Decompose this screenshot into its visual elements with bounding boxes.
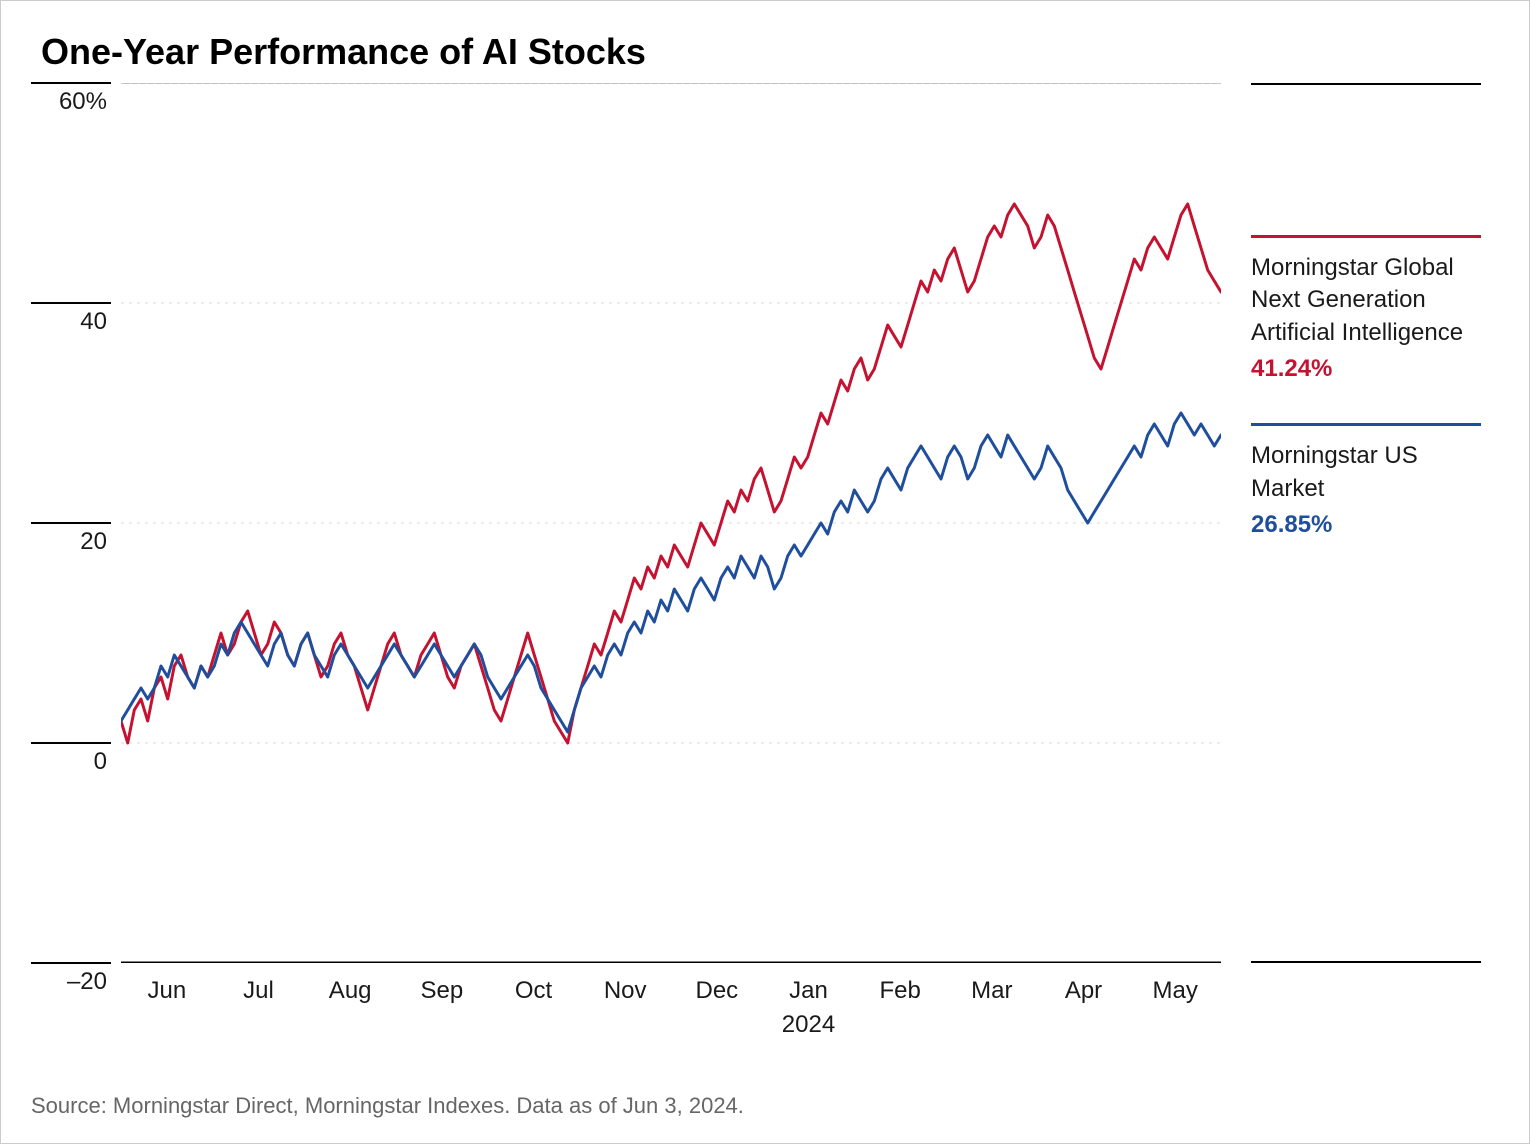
x-tick-label: Sep bbox=[420, 977, 463, 1005]
x-tick-label: Mar bbox=[971, 977, 1012, 1005]
y-tick-label: –20 bbox=[31, 968, 111, 996]
y-tick: 0 bbox=[31, 742, 111, 776]
y-tick: –20 bbox=[31, 962, 111, 996]
series-line-us_market bbox=[121, 413, 1221, 732]
legend-swatch bbox=[1251, 235, 1481, 238]
chart-container: One-Year Performance of AI Stocks –20020… bbox=[0, 0, 1530, 1144]
legend-label: Morningstar US Market bbox=[1251, 440, 1481, 505]
x-tick-label: Aug bbox=[329, 977, 372, 1005]
legend-entry: Morningstar Global Next Generation Artif… bbox=[1251, 235, 1481, 383]
legend-value: 26.85% bbox=[1251, 511, 1481, 539]
chart-source: Source: Morningstar Direct, Morningstar … bbox=[31, 1093, 744, 1119]
y-tick: 60% bbox=[31, 82, 111, 116]
legend-top-rule bbox=[1251, 83, 1481, 85]
y-tick-bar bbox=[31, 742, 111, 744]
legend-bottom-rule bbox=[1251, 961, 1481, 963]
plot-zone: –200204060% JunJulAugSepOctNovDecJan2024… bbox=[121, 83, 1499, 963]
series-line-ai_index bbox=[121, 204, 1221, 743]
y-tick-label: 40 bbox=[31, 308, 111, 336]
chart-title: One-Year Performance of AI Stocks bbox=[41, 31, 1499, 73]
y-tick-bar bbox=[31, 82, 111, 84]
line-chart-svg bbox=[121, 83, 1221, 963]
y-tick-label: 60% bbox=[31, 88, 111, 116]
legend-entry: Morningstar US Market 26.85% bbox=[1251, 423, 1481, 539]
x-tick-label: Oct bbox=[515, 977, 552, 1005]
x-tick-label: Nov bbox=[604, 977, 647, 1005]
y-axis: –200204060% bbox=[31, 83, 111, 963]
y-tick-bar bbox=[31, 522, 111, 524]
legend-label: Morningstar Global Next Generation Artif… bbox=[1251, 252, 1481, 349]
x-tick-label: Dec bbox=[695, 977, 738, 1005]
y-tick-bar bbox=[31, 302, 111, 304]
legend: Morningstar Global Next Generation Artif… bbox=[1251, 83, 1481, 963]
x-tick-label: Apr bbox=[1065, 977, 1102, 1005]
x-tick-label: Jul bbox=[243, 977, 274, 1005]
x-tick-label: Jun bbox=[147, 977, 186, 1005]
y-tick-label: 20 bbox=[31, 528, 111, 556]
y-tick-label: 0 bbox=[31, 748, 111, 776]
y-tick-bar bbox=[31, 962, 111, 964]
x-tick-label: Feb bbox=[879, 977, 920, 1005]
legend-value: 41.24% bbox=[1251, 355, 1481, 383]
y-tick: 20 bbox=[31, 522, 111, 556]
x-tick-label: Jan bbox=[789, 977, 828, 1005]
y-tick: 40 bbox=[31, 302, 111, 336]
legend-swatch bbox=[1251, 423, 1481, 426]
x-year-label: 2024 bbox=[782, 1011, 835, 1039]
x-tick-label: May bbox=[1152, 977, 1197, 1005]
